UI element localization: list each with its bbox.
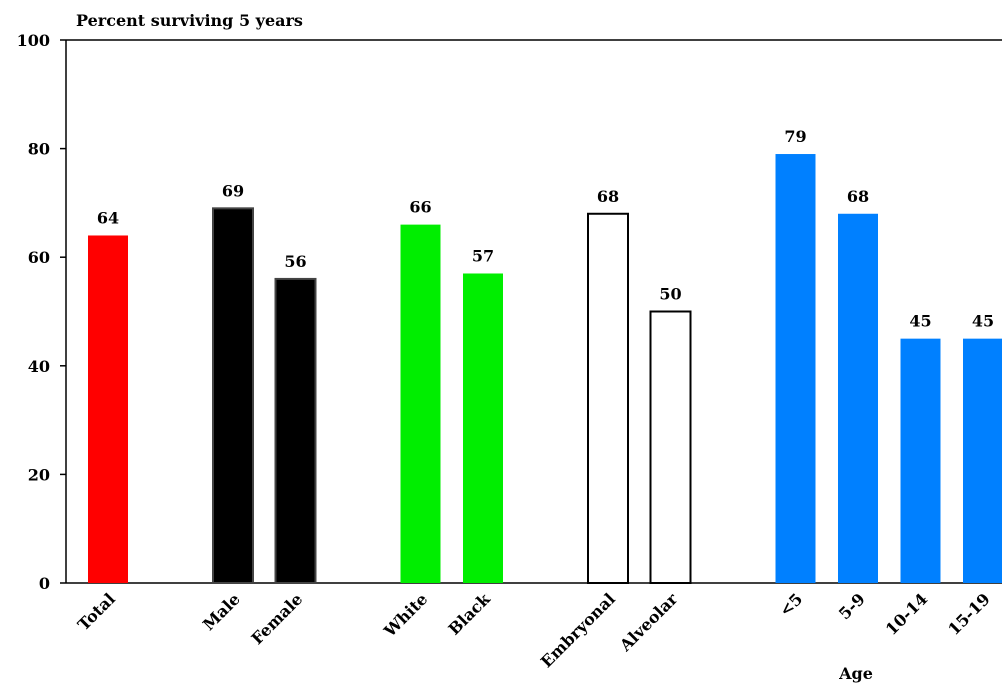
chart-title: Percent surviving 5 years bbox=[76, 11, 303, 30]
value-label: 45 bbox=[972, 312, 994, 331]
value-label: 50 bbox=[659, 285, 681, 304]
y-tick-label: 20 bbox=[28, 465, 50, 484]
bar bbox=[88, 235, 128, 584]
value-label: 45 bbox=[909, 312, 931, 331]
bar bbox=[212, 207, 254, 585]
x-tick-label: Black bbox=[444, 589, 494, 639]
bar bbox=[775, 154, 816, 583]
bar bbox=[463, 273, 503, 583]
y-tick-label: 80 bbox=[28, 140, 50, 159]
value-label: 64 bbox=[97, 208, 119, 227]
y-tick-label: 100 bbox=[17, 31, 50, 50]
x-axis-label: Age bbox=[838, 664, 873, 683]
value-label: 79 bbox=[784, 127, 806, 146]
y-tick-label: 60 bbox=[28, 248, 50, 267]
y-tick-label: 40 bbox=[28, 357, 50, 376]
bar bbox=[900, 338, 941, 583]
y-tick-label: 0 bbox=[39, 574, 50, 593]
value-label: 66 bbox=[409, 198, 431, 217]
x-tick-label: 15-19 bbox=[944, 589, 994, 639]
x-tick-label: Female bbox=[247, 589, 306, 648]
x-tick-label: Male bbox=[199, 589, 244, 634]
x-tick-label: 5-9 bbox=[835, 589, 869, 623]
x-tick-label: Alveolar bbox=[615, 589, 682, 656]
x-tick-label: Total bbox=[74, 589, 119, 634]
bar bbox=[400, 224, 441, 583]
bar bbox=[838, 213, 878, 583]
value-label: 68 bbox=[847, 187, 869, 206]
bar bbox=[587, 212, 629, 584]
x-tick-label: <5 bbox=[776, 589, 807, 620]
value-label: 68 bbox=[597, 187, 619, 206]
bar bbox=[649, 310, 692, 584]
x-tick-label: Embryonal bbox=[537, 589, 619, 671]
x-tick-label: White bbox=[380, 589, 432, 641]
value-label: 69 bbox=[222, 181, 244, 200]
value-label: 56 bbox=[284, 252, 306, 271]
x-tick-label: 10-14 bbox=[882, 589, 932, 639]
value-label: 57 bbox=[472, 246, 494, 265]
bar bbox=[274, 277, 317, 584]
bar bbox=[963, 338, 1002, 583]
